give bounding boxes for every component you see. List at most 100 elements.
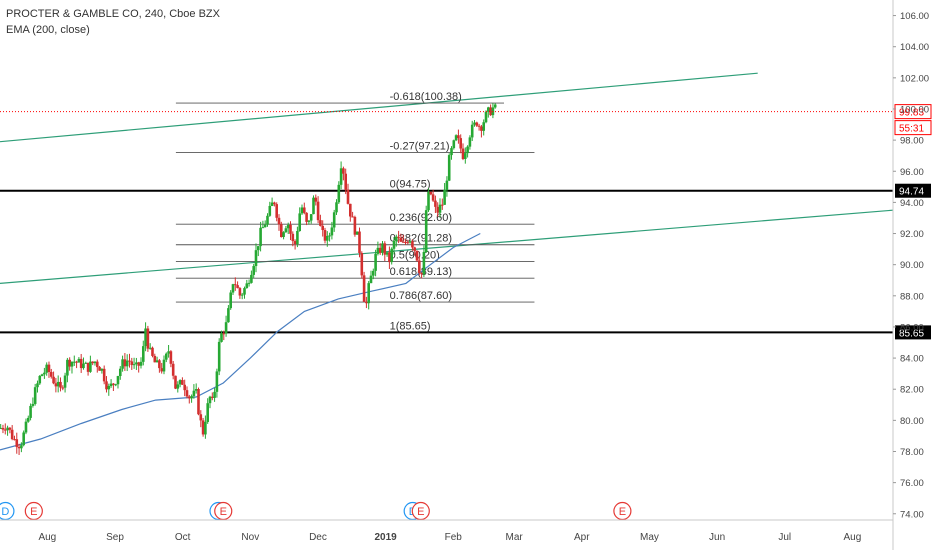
candle-body xyxy=(220,333,223,342)
candle-body xyxy=(118,368,122,377)
candle-body xyxy=(443,189,446,205)
trend-lines[interactable] xyxy=(0,72,894,284)
candle-body xyxy=(45,364,48,373)
candle-body xyxy=(381,243,384,253)
candle-body xyxy=(86,362,90,372)
candle-body xyxy=(54,383,58,387)
horizontal-level-axis-label: 85.65 xyxy=(899,328,924,339)
candle-body xyxy=(238,288,242,296)
candle-body xyxy=(470,124,474,138)
candle-body xyxy=(208,396,212,404)
candle-body xyxy=(388,252,391,263)
candle-body xyxy=(406,242,410,244)
price-tick-label: 82.00 xyxy=(900,385,924,396)
time-tick-label: Apr xyxy=(574,532,590,543)
symbol-title: PROCTER & GAMBLE CO, 240, Cboe BZX xyxy=(6,8,220,20)
event-marker-letter: E xyxy=(220,506,227,518)
price-tick-label: 78.00 xyxy=(900,447,924,458)
fib-level-label: -0.27(97.21) xyxy=(390,140,450,152)
candle-body xyxy=(144,328,147,347)
candle-body xyxy=(169,351,173,364)
price-tick-label: 98.00 xyxy=(900,136,924,147)
candle-body xyxy=(480,126,483,131)
candle-body xyxy=(176,384,180,389)
candle-body xyxy=(22,432,25,446)
candle-body xyxy=(158,360,161,369)
candle-body xyxy=(245,283,249,289)
time-tick-label: Jul xyxy=(778,532,791,543)
time-tick-label: Feb xyxy=(445,532,463,543)
time-tick-label: Dec xyxy=(309,532,327,543)
candle-body xyxy=(484,111,488,123)
candle-body xyxy=(135,362,138,365)
candle-body xyxy=(468,137,472,147)
time-tick-label: Sep xyxy=(106,532,124,543)
candle-body xyxy=(447,155,451,181)
candle-body xyxy=(307,220,311,222)
candle-body xyxy=(422,251,426,275)
candle-body xyxy=(261,227,265,229)
candle-body xyxy=(68,359,71,367)
candle-body xyxy=(174,375,177,389)
trend-line[interactable] xyxy=(0,209,894,284)
candle-body xyxy=(109,383,113,386)
price-tick-label: 76.00 xyxy=(900,478,924,489)
candle-body xyxy=(229,292,232,309)
candle-body xyxy=(247,282,251,284)
candle-body xyxy=(112,383,115,385)
candle-body xyxy=(259,227,262,247)
candle-body xyxy=(286,224,290,229)
time-axis[interactable]: Aug Sep Oct Nov Dec 2019 Feb Mar Apr May Jun Jul Aug xyxy=(0,519,893,543)
candle-body xyxy=(424,210,428,252)
candle-body xyxy=(130,361,134,366)
candle-body xyxy=(330,227,334,236)
candle-body xyxy=(93,361,97,364)
time-tick-label: Oct xyxy=(175,532,191,543)
candle-body xyxy=(319,220,322,226)
event-marker-letter: D xyxy=(1,506,9,518)
candle-body xyxy=(162,359,166,372)
candle-body xyxy=(355,231,359,235)
candle-body xyxy=(137,362,140,366)
candle-body xyxy=(13,439,16,441)
event-markers[interactable]: DEDEDEE xyxy=(0,501,632,521)
candle-body xyxy=(160,368,163,372)
candle-body xyxy=(358,231,361,254)
fibonacci-retracement[interactable]: -0.618(100.38) -0.27(97.21) 0(94.75) 0.236(… xyxy=(175,91,535,333)
candle-body xyxy=(72,361,76,363)
fib-level-label: 0.786(87.60) xyxy=(390,290,452,302)
event-marker-letter: E xyxy=(30,506,37,518)
candle-body xyxy=(452,140,456,149)
candle-body xyxy=(20,445,23,449)
candle-body xyxy=(1,427,5,430)
price-axis[interactable]: 74.00 76.00 78.00 80.00 82.00 84.00 86.00 88.00… xyxy=(892,0,929,550)
candle-body xyxy=(52,376,55,384)
candle-body xyxy=(325,235,329,241)
candle-body xyxy=(116,376,120,385)
candle-body xyxy=(222,333,226,335)
candle-body xyxy=(335,202,338,213)
candle-body xyxy=(482,122,486,131)
candle-body xyxy=(431,194,435,201)
candle-body xyxy=(79,358,83,369)
candle-body xyxy=(298,213,301,231)
candle-body xyxy=(346,189,350,204)
countdown-label: 55:31 xyxy=(899,124,924,135)
candle-body xyxy=(279,224,283,238)
trend-line[interactable] xyxy=(0,72,758,143)
candle-body xyxy=(148,347,152,349)
candle-body xyxy=(206,403,209,422)
candle-body xyxy=(268,205,272,216)
candle-body xyxy=(367,283,371,304)
price-tick-label: 102.00 xyxy=(900,73,929,84)
candle-body xyxy=(77,358,81,363)
candle-body xyxy=(210,396,214,398)
candle-body xyxy=(401,241,405,243)
price-tick-label: 106.00 xyxy=(900,11,929,22)
candle-body xyxy=(332,212,336,228)
candle-body xyxy=(337,184,341,203)
candle-body xyxy=(192,390,196,397)
candle-body xyxy=(493,104,497,108)
candle-body xyxy=(17,446,21,449)
